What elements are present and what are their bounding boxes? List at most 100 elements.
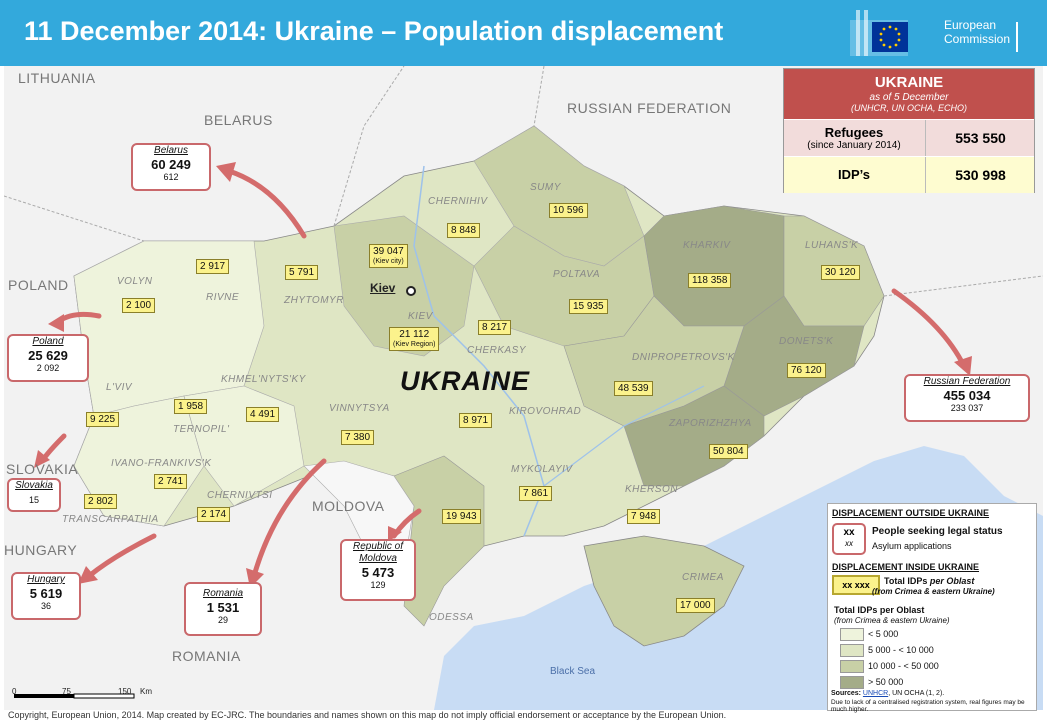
label-lithuania: LITHUANIA <box>18 70 96 86</box>
refugee-box-poland: Poland 25 629 2 092 <box>7 334 89 382</box>
oblast-donetsk: DONETS'K <box>779 336 834 347</box>
scale-75: 75 <box>62 687 71 696</box>
legend-note: Due to lack of a centralised registratio… <box>831 699 1025 713</box>
refugee-box-slovakia: Slovakia 15 <box>7 478 61 512</box>
label-moldova: MOLDOVA <box>312 498 385 514</box>
header-bar: 11 December 2014: Ukraine – Population d… <box>0 0 1047 66</box>
refugee-name-belarus: Belarus <box>154 145 188 156</box>
idp-mykolayiv: 7 861 <box>519 486 553 501</box>
idp-kherson: 7 948 <box>627 509 661 524</box>
label-hungary: HUNGARY <box>4 542 78 558</box>
legend-idp-symbol: xx xxx <box>832 575 880 595</box>
idp-kiev-region-sub: (Kiev Region) <box>393 341 436 348</box>
scale-unit: Km <box>140 687 152 696</box>
idp-transcarpathia: 2 802 <box>84 494 118 509</box>
legend-class-3: 10 000 - < 50 000 <box>868 661 939 671</box>
label-kiev: Kiev <box>370 281 396 295</box>
oblast-odessa: ODESSA <box>429 612 474 623</box>
idp-kharkiv: 118 358 <box>688 273 732 288</box>
legend-class-2: 5 000 - < 10 000 <box>868 645 934 655</box>
legend-total-line: Total IDPs per Oblast <box>884 576 974 586</box>
legend-swatch-4 <box>840 676 864 689</box>
idp-kiev-city-value: 39 047 <box>373 246 404 257</box>
scale-bar <box>14 693 135 699</box>
idp-kirovohrad: 8 971 <box>459 413 493 428</box>
legend-heading-outside: DISPLACEMENT OUTSIDE UKRAINE <box>832 508 990 518</box>
refugee-sub-romania: 29 <box>217 615 228 625</box>
oblast-volyn: VOLYN <box>117 276 153 287</box>
legend-sources-label: Sources: <box>831 690 861 697</box>
oblast-ternopil: TERNOPIL' <box>173 424 230 435</box>
summary-row-refugees: Refugees (since January 2014) 553 550 <box>784 120 1034 156</box>
summary-refugees-label: Refugees <box>824 125 884 140</box>
legend-sources-link[interactable]: UNHCR <box>862 690 889 697</box>
idp-chernihiv: 8 848 <box>447 223 481 238</box>
eu-flag-logo-icon <box>850 10 908 56</box>
refugee-name-moldova-2: Moldova <box>359 553 397 564</box>
refugee-box-moldova: Republic of Moldova 5 473 129 <box>340 539 416 601</box>
summary-idps-label: IDP’s <box>837 167 871 182</box>
idp-donetsk: 76 120 <box>787 363 826 378</box>
legend-per-oblast: per Oblast <box>927 576 975 586</box>
summary-row-idps: IDP’s 530 998 <box>784 157 1034 193</box>
idp-rivne: 2 917 <box>196 259 230 274</box>
legend-swatch-3 <box>840 660 864 673</box>
idp-luhansk: 30 120 <box>821 265 860 280</box>
idp-kiev-region: 21 112 (Kiev Region) <box>389 327 440 351</box>
legend-sources-rest: , UN OCHA (1, 2). <box>888 690 945 697</box>
label-romania: ROMANIA <box>172 648 241 664</box>
refugee-sub-belarus: 612 <box>163 172 179 182</box>
summary-sources: (UNHCR, UN OCHA, ECHO) <box>851 103 967 113</box>
oblast-chernihiv: CHERNIHIV <box>428 196 488 207</box>
ec-line2: Commission <box>944 32 1011 46</box>
refugee-num-moldova: 5 473 <box>361 565 395 580</box>
page-title: 11 December 2014: Ukraine – Population d… <box>24 16 724 46</box>
legend-asylum: Asylum applications <box>872 541 952 551</box>
oblast-zaporizhzhya: ZAPORIZHZHYA <box>669 418 752 429</box>
refugee-num-belarus: 60 249 <box>151 157 191 172</box>
refugee-name-russia: Russian Federation <box>923 376 1011 387</box>
label-poland: POLAND <box>8 277 69 293</box>
idp-zhytomyr: 5 791 <box>285 265 319 280</box>
oblast-kirovohrad: KIROVOHRAD <box>509 406 582 417</box>
refugee-sub-hungary: 36 <box>40 601 51 611</box>
refugee-num-russia: 455 034 <box>943 388 991 403</box>
refugee-box-romania: Romania 1 531 29 <box>184 582 262 636</box>
refugee-sub-moldova: 129 <box>370 580 386 590</box>
legend-panel: DISPLACEMENT OUTSIDE UKRAINE xx xx Peopl… <box>827 503 1037 713</box>
refugee-box-hungary: Hungary 5 619 36 <box>11 572 81 620</box>
idp-zaporizhzhya: 50 804 <box>709 444 748 459</box>
summary-idps-value: 530 998 <box>925 157 1035 193</box>
legend-swatch-1 <box>840 628 864 641</box>
capital-marker-icon <box>406 286 416 296</box>
oblast-kharkiv: KHARKIV <box>683 240 731 251</box>
refugee-name-hungary: Hungary <box>27 574 65 585</box>
refugee-name-romania: Romania <box>202 588 244 599</box>
refugee-sub-slovakia: 15 <box>28 495 39 505</box>
oblast-crimea: CRIMEA <box>682 572 724 583</box>
oblast-poltava: POLTAVA <box>553 269 601 280</box>
refugee-box-belarus: Belarus 60 249 612 <box>131 143 211 191</box>
refugee-num-hungary: 5 619 <box>29 586 63 601</box>
refugee-name-slovakia: Slovakia <box>15 480 53 491</box>
label-russia: RUSSIAN FEDERATION <box>567 100 732 116</box>
refugee-box-russia: Russian Federation 455 034 233 037 <box>904 374 1030 422</box>
idp-odessa: 19 943 <box>442 509 481 524</box>
legend-heading-inside: DISPLACEMENT INSIDE UKRAINE <box>832 562 980 572</box>
label-belarus: BELARUS <box>204 112 273 128</box>
idp-volyn: 2 100 <box>122 298 156 313</box>
summary-asof: as of 5 December <box>869 92 949 103</box>
idp-kiev-city-sub: (Kiev city) <box>373 258 404 265</box>
summary-refugees-label-cell: Refugees (since January 2014) <box>784 120 924 156</box>
idp-poltava: 15 935 <box>569 299 608 314</box>
idp-kiev-region-value: 21 112 <box>399 329 430 340</box>
scale-150: 150 <box>118 687 132 696</box>
oblast-zhytomyr: ZHYTOMYR <box>284 295 344 306</box>
oblast-rivne: RIVNE <box>206 292 240 303</box>
idp-ternopil: 1 958 <box>174 399 208 414</box>
legend-from: (from Crimea & eastern Ukraine) <box>872 587 995 596</box>
idp-lviv: 9 225 <box>86 412 120 427</box>
copyright-text: Copyright, European Union, 2014. Map cre… <box>8 710 727 720</box>
oblast-dnipro: DNIPROPETROVS'K <box>632 352 735 363</box>
oblast-lviv: L'VIV <box>106 382 133 393</box>
